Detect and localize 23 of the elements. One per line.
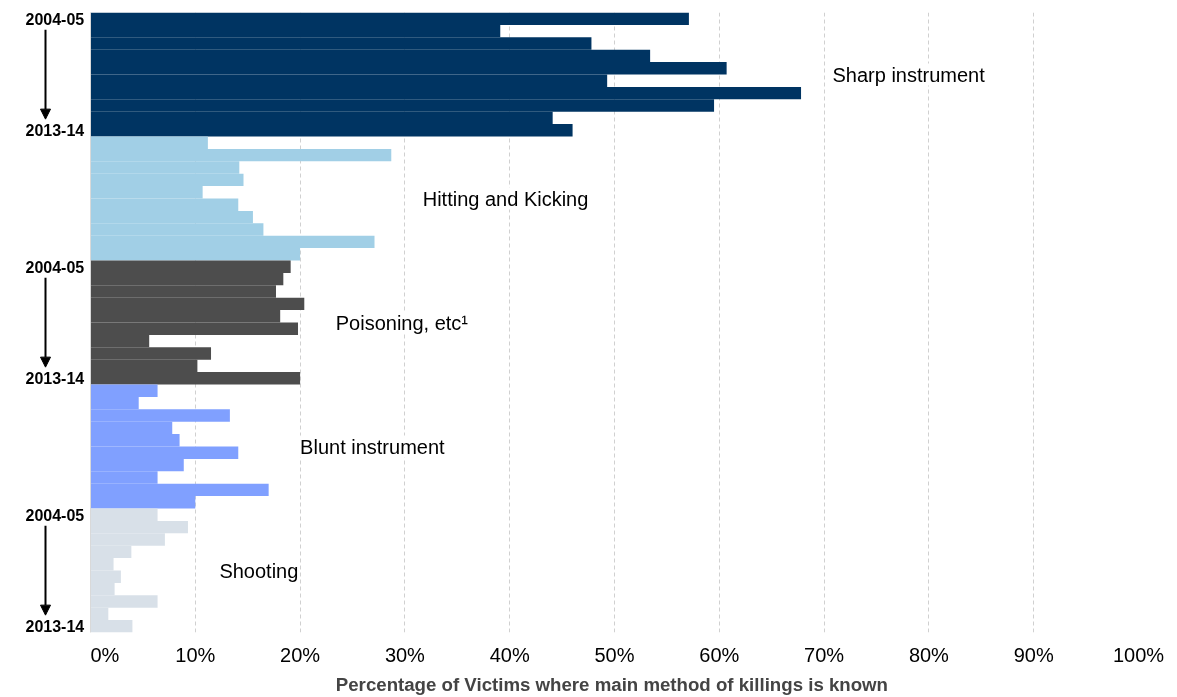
text: Shooting xyxy=(219,559,299,582)
series-label: Sharp instrument xyxy=(832,63,986,86)
x-tick-label: 30% xyxy=(384,643,426,666)
text: Blunt instrument xyxy=(300,435,446,458)
x-tick-label: 50% xyxy=(594,643,635,666)
y-tick-label: 2004-05 xyxy=(25,506,85,524)
x-tick-label: 60% xyxy=(699,643,740,666)
y-tick-label: 2004-05 xyxy=(25,10,85,28)
x-tick-label: 0% xyxy=(90,643,120,666)
y-tick-label: 2004-05 xyxy=(25,258,85,276)
x-tick-label: 10% xyxy=(175,643,216,666)
text: Hitting and Kicking xyxy=(422,187,589,210)
x-tick-label: 90% xyxy=(1013,643,1054,666)
x-axis-title: Percentage of Victims where main method of killings is known xyxy=(335,673,889,695)
x-tick-label: 80% xyxy=(908,643,950,666)
x-tick-label: 70% xyxy=(804,643,845,666)
y-tick-label: 2013-14 xyxy=(25,122,85,140)
series-label: Poisoning, etc¹ xyxy=(335,311,469,334)
y-tick-label: 2013-14 xyxy=(25,370,85,388)
x-tick-label: 40% xyxy=(489,643,530,666)
y-tick-label: 2013-14 xyxy=(25,618,85,636)
x-tick-label: 100% xyxy=(1112,643,1165,666)
x-tick-label: 20% xyxy=(280,643,321,666)
